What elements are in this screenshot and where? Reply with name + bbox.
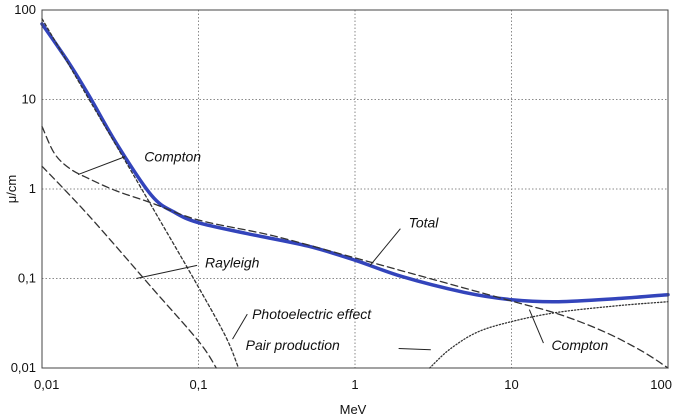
annotation-photoelectric-effect: Photoelectric effect [252,306,372,322]
series-total [40,22,670,304]
leader-line [398,348,431,351]
y-tick-label: 10 [22,92,36,107]
x-axis-label: MeV [340,402,367,417]
x-tick-label: 0,1 [189,377,207,392]
leader-line [136,264,198,279]
x-tick-label: 1 [351,377,358,392]
leader-lines [77,156,544,351]
plot-frame [41,9,669,369]
annotations: Compton Total Rayleigh Photoelectric effect… [144,149,608,354]
leader-line [528,309,544,344]
x-tick-label: 100 [650,377,672,392]
series-rayleigh [41,165,217,369]
x-tick-label: 10 [504,377,518,392]
grid [42,10,668,368]
series-group [40,18,670,369]
annotation-pair-production: Pair production [246,337,340,353]
tick-labels: 0,01 0,1 1 10 100 0,01 0,1 1 10 100 [11,2,672,392]
annotation-rayleigh: Rayleigh [205,255,260,271]
x-tick-label: 0,01 [34,377,59,392]
annotation-compton: Compton [551,337,608,353]
leader-line [77,156,126,176]
leader-line [369,228,401,266]
series-photoelectric-effect [41,18,240,369]
series-pair-production [429,301,669,369]
annotation-compton: Compton [144,149,201,165]
series-compton [41,125,669,369]
y-tick-label: 0,01 [11,360,36,375]
y-axis-label: μ/cm [4,175,19,203]
leader-line [232,313,248,340]
y-tick-label: 0,1 [18,271,36,286]
y-tick-label: 100 [14,2,36,17]
annotation-total: Total [409,215,440,231]
y-tick-label: 1 [29,181,36,196]
